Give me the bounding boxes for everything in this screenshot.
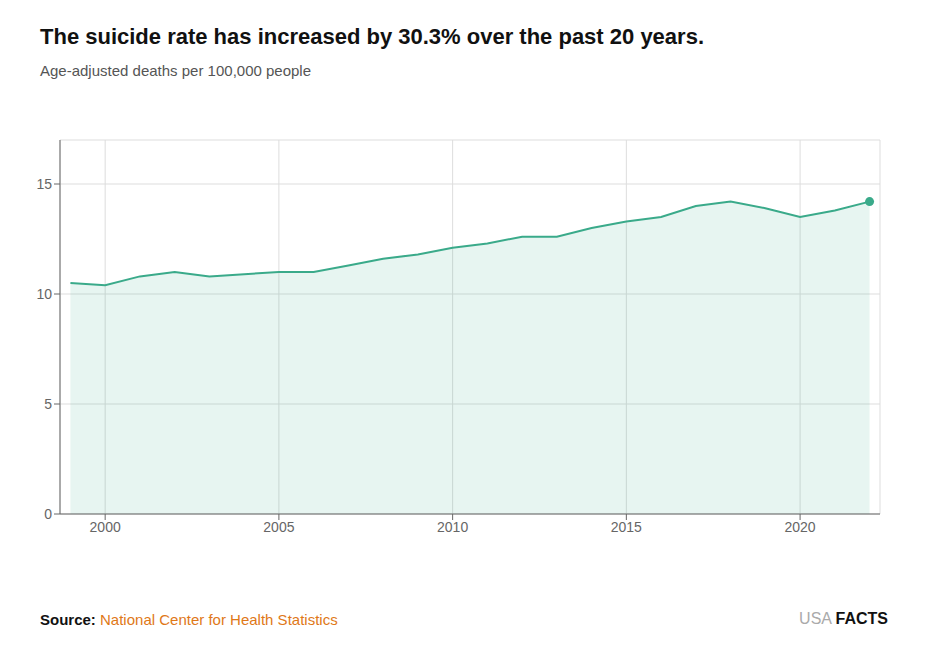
svg-text:5: 5 <box>44 396 52 412</box>
svg-text:15: 15 <box>36 176 52 192</box>
html-text:Age-adjusted deaths per 100,00: Age-adjusted deaths per 100,000 people <box>40 62 312 79</box>
svg-text:2005: 2005 <box>263 519 294 535</box>
svg-text:2020: 2020 <box>785 519 816 535</box>
html-text:USA FACTS: USA FACTS <box>799 610 888 627</box>
svg-text:2015: 2015 <box>611 519 642 535</box>
html-text:Source: National Center for He: Source: National Center for Health Stati… <box>40 610 338 628</box>
svg-text:10: 10 <box>36 286 52 302</box>
svg-text:2010: 2010 <box>437 519 468 535</box>
svg-text:0: 0 <box>44 506 52 522</box>
html-text:The suicide rate has increased: The suicide rate has increased by 30.3% … <box>40 24 704 49</box>
svg-text:2000: 2000 <box>90 519 121 535</box>
